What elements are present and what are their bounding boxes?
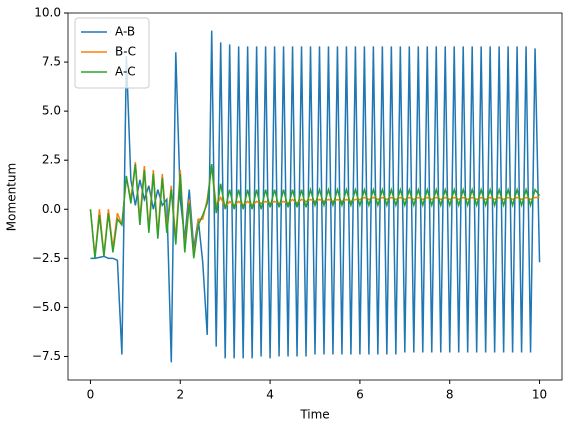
x-tick-label: 2 bbox=[176, 388, 184, 402]
y-tick-label: 0.0 bbox=[42, 202, 61, 216]
plot-frame bbox=[67, 12, 563, 381]
y-tick-label: 7.5 bbox=[42, 55, 61, 69]
x-tick-label: 4 bbox=[266, 388, 274, 402]
y-tick-label: −2.5 bbox=[32, 251, 61, 265]
x-tick-label: 0 bbox=[87, 388, 95, 402]
y-tick-label: −7.5 bbox=[32, 349, 61, 363]
y-tick-label: 2.5 bbox=[42, 153, 61, 167]
legend-label: B-C bbox=[115, 45, 136, 59]
x-tick-label: 8 bbox=[446, 388, 454, 402]
legend-label: A-C bbox=[115, 65, 136, 79]
x-tick-label: 6 bbox=[356, 388, 364, 402]
series-line bbox=[89, 162, 540, 257]
x-tick-label: 10 bbox=[532, 388, 547, 402]
legend-label: A-B bbox=[115, 25, 135, 39]
y-tick-label: 5.0 bbox=[42, 104, 61, 118]
series-line bbox=[89, 164, 541, 259]
x-axis-label: Time bbox=[299, 408, 329, 422]
legend-box bbox=[74, 17, 150, 89]
series-line bbox=[90, 30, 541, 363]
y-tick-label: −5.0 bbox=[32, 300, 61, 314]
y-axis-label: Momentum bbox=[5, 163, 19, 231]
y-tick-label: 10.0 bbox=[34, 6, 61, 20]
